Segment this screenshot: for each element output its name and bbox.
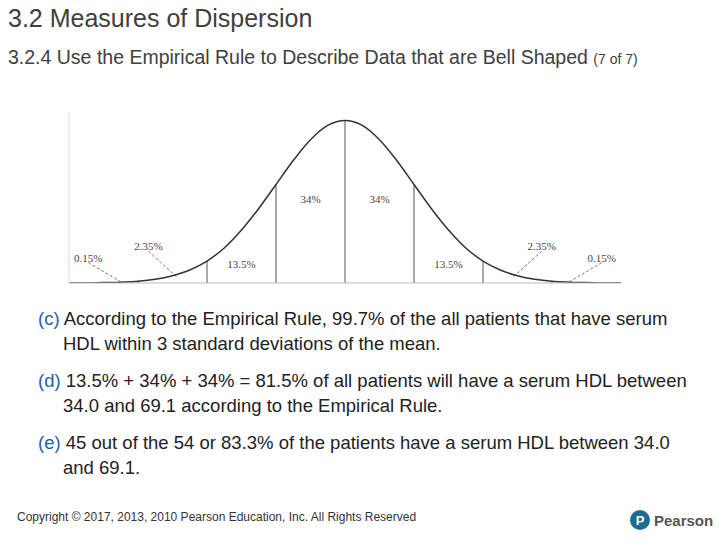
html-text:(d) 13.5% + 34% + 34% = 81.5%: (d) 13.5% + 34% + 34% = 81.5% of all pat… — [38, 370, 687, 416]
html-text:3.2 Measures of Dispersion: 3.2 Measures of Dispersion — [8, 4, 313, 32]
svg-text:34%: 34% — [300, 193, 320, 205]
svg-text:13.5%: 13.5% — [434, 258, 462, 270]
svg-text:0.15%: 0.15% — [74, 252, 102, 264]
html-text:3.2.4 Use the Empirical Rule t: 3.2.4 Use the Empirical Rule to Describe… — [8, 46, 638, 68]
html-text:P: P — [635, 512, 645, 528]
html-text:(e) 45 out of the 54 or 83.3%: (e) 45 out of the 54 or 83.3% of the pat… — [38, 432, 670, 478]
svg-text:34%: 34% — [369, 193, 389, 205]
html-text:Copyright © 2017, 2013, 2010 P: Copyright © 2017, 2013, 2010 Pearson Edu… — [17, 510, 417, 524]
html-text:(c) According to the Empirical: (c) According to the Empirical Rule, 99.… — [38, 308, 668, 354]
svg-text:2.35%: 2.35% — [527, 240, 555, 252]
html-text:Pearson: Pearson — [654, 511, 714, 529]
svg-text:2.35%: 2.35% — [134, 240, 162, 252]
svg-text:0.15%: 0.15% — [587, 252, 615, 264]
svg-text:13.5%: 13.5% — [227, 258, 255, 270]
